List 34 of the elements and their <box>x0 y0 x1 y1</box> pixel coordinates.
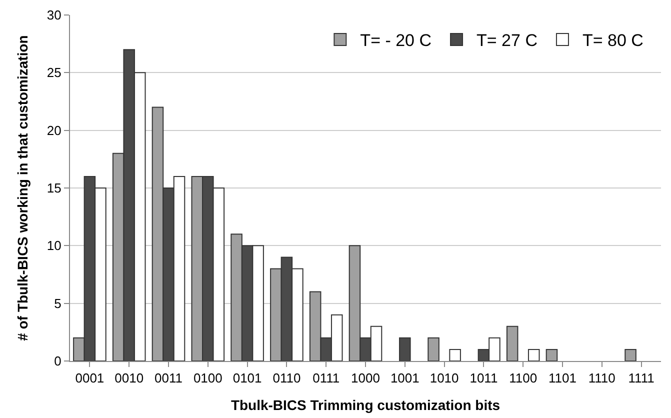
x-tick-label: 0111 <box>312 370 340 386</box>
legend-label: T= - 20 C <box>360 31 432 50</box>
x-tick-label: 0001 <box>75 370 104 386</box>
x-tick-label: 1010 <box>430 370 459 386</box>
x-tick-label: 1011 <box>470 370 498 386</box>
x-tick-label: 1110 <box>588 370 616 386</box>
bar <box>399 337 411 361</box>
bar <box>428 337 440 361</box>
x-tick-label: 0110 <box>272 370 301 386</box>
legend-label: T= 80 C <box>582 31 644 50</box>
x-tick-label: 0011 <box>154 370 182 386</box>
x-tick-label: 1100 <box>509 370 538 386</box>
x-tick-label: 1101 <box>548 370 576 386</box>
y-tick-label: 0 <box>54 354 62 369</box>
x-tick-label: 0101 <box>232 370 262 386</box>
y-tick-label: 25 <box>46 65 62 80</box>
y-axis-title: # of Tbulk-BICS working in that customization <box>14 35 31 341</box>
x-tick-label: 1111 <box>628 370 654 386</box>
y-tick-label: 30 <box>46 8 62 23</box>
x-tick-label: 1001 <box>390 370 420 386</box>
bar <box>506 326 518 361</box>
x-axis-title: Tbulk-BICS Trimming customization bits <box>230 396 500 413</box>
y-tick-label: 20 <box>46 122 62 138</box>
bar <box>528 348 540 361</box>
x-tick-label: 1000 <box>351 370 380 386</box>
bar <box>624 348 636 361</box>
x-tick-label: 0010 <box>114 370 144 386</box>
x-tick-label: 0100 <box>193 370 222 386</box>
bar <box>546 348 558 361</box>
y-tick-label: 15 <box>46 180 62 196</box>
bar <box>449 348 461 361</box>
y-tick-label: 10 <box>46 238 62 254</box>
y-tick-label: 5 <box>54 296 62 311</box>
legend-label: T= 27 C <box>476 31 538 50</box>
